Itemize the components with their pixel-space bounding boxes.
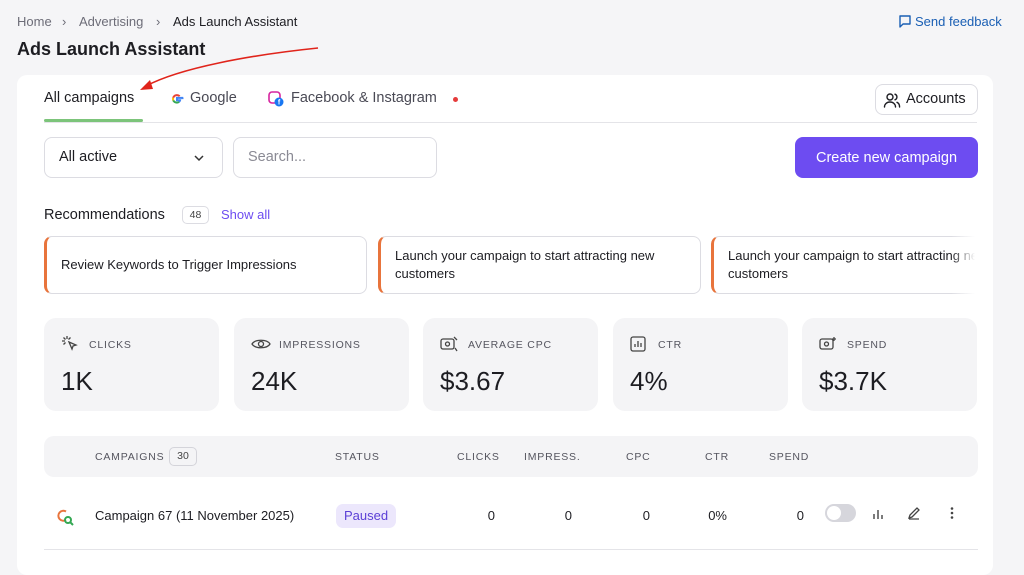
- metric-label: IMPRESSIONS: [279, 339, 361, 351]
- campaign-icon: [57, 509, 74, 526]
- row-divider: [44, 549, 978, 550]
- breadcrumb-link[interactable]: Advertising: [79, 14, 144, 29]
- metric-card: IMPRESSIONS 24K: [234, 318, 409, 411]
- table-header: [44, 436, 978, 477]
- ctr-icon: [630, 336, 646, 352]
- send-feedback[interactable]: Send feedback: [915, 14, 1002, 29]
- breadcrumb-separator: ›: [62, 14, 67, 29]
- metric-label: CTR: [658, 339, 682, 351]
- column-header: CPC: [626, 451, 651, 463]
- metric-card: CTR 4%: [613, 318, 788, 411]
- accounts-icon: [883, 93, 901, 108]
- metric-label: AVERAGE CPC: [468, 339, 552, 351]
- campaign-name[interactable]: Campaign 67 (11 November 2025): [95, 508, 295, 523]
- cell: 0: [564, 508, 572, 523]
- show-all-link[interactable]: Show all: [221, 207, 271, 222]
- recommendations-title: Recommendations: [44, 207, 165, 223]
- recommendation-text: Launch your campaign to start attracting…: [728, 248, 988, 281]
- cell: 0: [642, 508, 650, 523]
- metric-value: 24K: [251, 366, 298, 396]
- cell: 0%: [708, 508, 727, 523]
- metric-value: 1K: [61, 366, 93, 396]
- status-badge: Paused: [336, 504, 396, 528]
- impressions-icon: [251, 339, 271, 349]
- toggle[interactable]: [825, 504, 856, 522]
- metric-value: $3.67: [440, 366, 506, 396]
- breadcrumb-current: Ads Launch Assistant: [173, 14, 298, 29]
- column-header: SPEND: [769, 451, 810, 463]
- svg-text:f: f: [278, 100, 281, 107]
- page-title: Ads Launch Assistant: [17, 39, 206, 59]
- clicks-icon: [62, 336, 78, 351]
- tab-divider: [44, 122, 977, 123]
- recommendation-card[interactable]: Review Keywords to Trigger Impressions: [44, 236, 367, 294]
- breadcrumb-separator: ›: [156, 14, 161, 29]
- column-header: IMPRESS.: [524, 451, 581, 463]
- count-badge: 30: [169, 447, 197, 466]
- cpc-icon: [440, 336, 458, 352]
- column-header: STATUS: [335, 451, 380, 463]
- cell: 0: [487, 508, 495, 523]
- tab[interactable]: All campaigns: [44, 90, 135, 106]
- accounts-button[interactable]: Accounts: [875, 84, 978, 115]
- recommendation-text: Review Keywords to Trigger Impressions: [61, 257, 297, 272]
- accounts-label: Accounts: [906, 91, 966, 107]
- recommendation-card[interactable]: Launch your campaign to start attracting…: [378, 236, 701, 294]
- metric-label: CLICKS: [89, 339, 132, 351]
- dropdown-value: All active: [59, 149, 118, 165]
- meta-icon: f: [268, 91, 284, 107]
- chevron: [194, 155, 204, 162]
- tab[interactable]: Google: [190, 90, 237, 106]
- stats-button[interactable]: [871, 507, 885, 521]
- create-campaign-button[interactable]: Create new campaign: [795, 137, 978, 178]
- metric-card: SPEND $3.7K: [802, 318, 977, 411]
- edit-button[interactable]: [907, 506, 921, 520]
- column-header: CTR: [705, 451, 729, 463]
- metric-label: SPEND: [847, 339, 888, 351]
- recommendation-text: Launch your campaign to start attracting…: [395, 248, 655, 281]
- column-header: CAMPAIGNS: [95, 451, 165, 463]
- status-dropdown[interactable]: All active: [44, 137, 223, 178]
- metric-card: AVERAGE CPC $3.67: [423, 318, 598, 411]
- tab[interactable]: Facebook & Instagram: [291, 90, 437, 106]
- recommendation-card[interactable]: Launch your campaign to start attracting…: [711, 236, 1011, 294]
- cell: 0: [796, 508, 804, 523]
- metric-card: CLICKS 1K: [44, 318, 219, 411]
- feedback-icon: [899, 15, 911, 28]
- metric-value: 4%: [630, 366, 668, 396]
- search-placeholder: Search...: [248, 149, 307, 165]
- column-header: CLICKS: [457, 451, 500, 463]
- google-icon: [171, 94, 184, 104]
- toggle-knob: [827, 506, 841, 520]
- more-button[interactable]: [945, 506, 959, 520]
- notification-dot: [453, 97, 458, 102]
- spend-icon: [819, 337, 836, 350]
- active-tab-underline: [44, 119, 143, 122]
- search-input[interactable]: Search...: [233, 137, 437, 178]
- breadcrumb-link[interactable]: Home: [17, 14, 52, 29]
- metric-value: $3.7K: [819, 366, 887, 396]
- count-badge: 48: [182, 206, 209, 224]
